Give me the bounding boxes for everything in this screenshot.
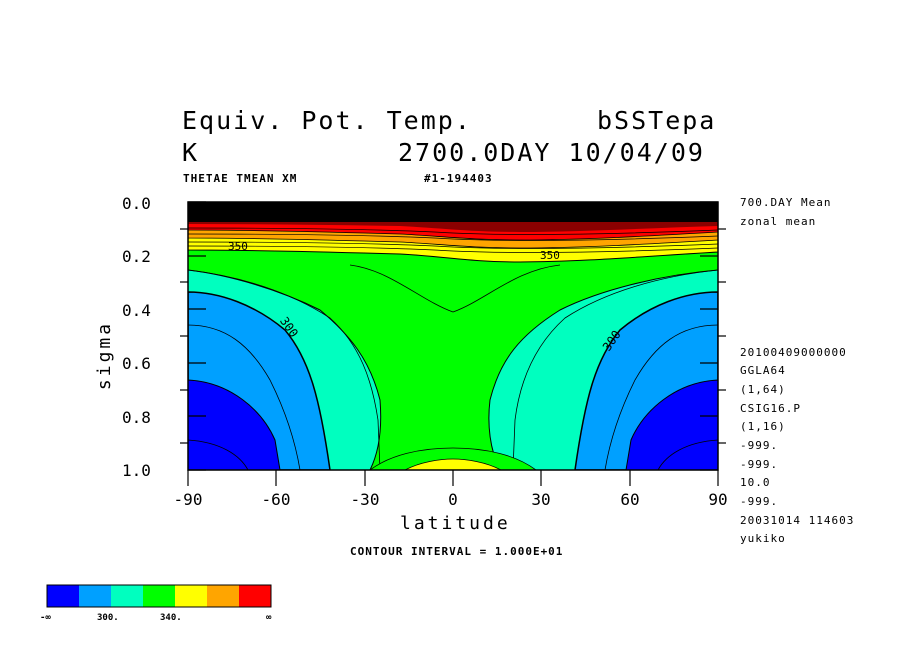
y-tick-label: 0.0	[122, 194, 151, 213]
side-info-item: 20100409000000	[740, 346, 847, 359]
experiment-name: bSSTepa	[597, 106, 717, 135]
side-info-item: (1,16)	[740, 420, 786, 433]
x-tick-label: 30	[531, 490, 550, 509]
side-info-item: 20031014 114603	[740, 514, 855, 527]
side-info-item: -999.	[740, 495, 779, 508]
time-info: 2700.0DAY 10/04/09	[398, 138, 705, 167]
variable-name: THETAE TMEAN XM	[183, 172, 298, 185]
colorbar-label: -∞	[40, 613, 51, 623]
y-ticks	[180, 201, 726, 471]
side-info-zonal: zonal mean	[740, 215, 817, 228]
band-surface-yellow	[404, 458, 502, 470]
colorbar	[46, 584, 272, 608]
contour-interval: CONTOUR INTERVAL = 1.000E+01	[350, 545, 564, 558]
colorbar-label: 300.	[97, 613, 119, 623]
band-blue	[625, 379, 718, 470]
x-axis-label: latitude	[400, 513, 511, 534]
colorbar-label: ∞	[266, 613, 272, 623]
y-tick-label: 0.6	[122, 354, 151, 373]
unit-label: K	[182, 138, 200, 167]
y-tick-label: 0.4	[122, 301, 151, 320]
x-tick-label: 0	[448, 490, 458, 509]
side-info-item: 10.0	[740, 476, 771, 489]
y-tick-label: 1.0	[122, 461, 151, 480]
side-info-mean: 700.DAY Mean	[740, 196, 832, 209]
colorbar-label: 340.	[160, 613, 182, 623]
contour-label-350-right: 350	[540, 249, 560, 262]
x-tick-label: 90	[708, 490, 727, 509]
x-tick-label: -90	[174, 490, 203, 509]
x-ticks	[187, 202, 719, 486]
x-tick-label: 60	[620, 490, 639, 509]
plot-area	[188, 202, 718, 470]
chart-title: Equiv. Pot. Temp.	[182, 106, 472, 135]
x-tick-label: -30	[351, 490, 380, 509]
side-info-item: CSIG16.P	[740, 402, 801, 415]
side-info-item: GGLA64	[740, 364, 786, 377]
side-info-item: -999.	[740, 439, 779, 452]
side-info-item: yukiko	[740, 532, 786, 545]
band-blue	[188, 379, 281, 470]
x-tick-label: -60	[262, 490, 291, 509]
side-info-item: -999.	[740, 458, 779, 471]
contour-label-350-left: 350	[228, 240, 248, 253]
run-id: #1-194403	[424, 172, 493, 185]
side-info-item: (1,64)	[740, 383, 786, 396]
y-tick-label: 0.2	[122, 247, 151, 266]
y-tick-label: 0.8	[122, 408, 151, 427]
